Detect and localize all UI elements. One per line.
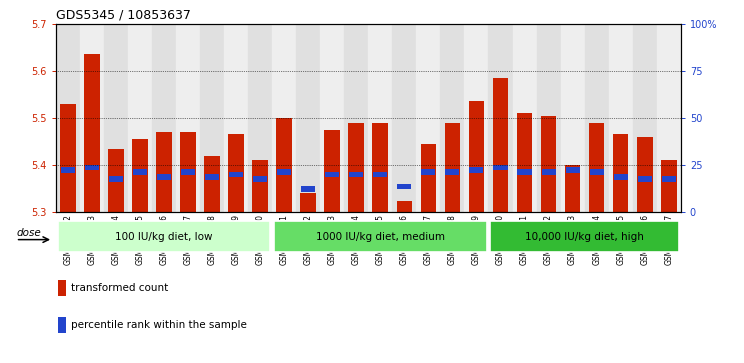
Bar [613, 135, 629, 212]
Bar [229, 172, 243, 178]
Bar [493, 78, 508, 212]
Text: 10,000 IU/kg diet, high: 10,000 IU/kg diet, high [525, 232, 644, 242]
Bar [421, 170, 435, 175]
Bar [637, 137, 652, 212]
Bar [565, 165, 580, 212]
Bar [57, 317, 66, 333]
Bar [320, 24, 344, 212]
FancyBboxPatch shape [58, 221, 270, 252]
Bar [152, 24, 176, 212]
Bar [325, 172, 339, 178]
Bar [632, 24, 657, 212]
Text: percentile rank within the sample: percentile rank within the sample [71, 319, 247, 330]
Bar [61, 167, 75, 173]
Bar [80, 24, 104, 212]
Bar [661, 176, 676, 182]
Bar [397, 184, 411, 189]
Bar [493, 165, 507, 170]
Bar [469, 101, 484, 212]
Bar [373, 123, 388, 212]
Bar [272, 24, 296, 212]
Bar [57, 280, 66, 296]
Bar [373, 172, 388, 178]
Bar [542, 170, 556, 175]
Bar [301, 193, 316, 212]
Text: GDS5345 / 10853637: GDS5345 / 10853637 [56, 8, 190, 21]
Bar [445, 123, 461, 212]
Bar [132, 139, 148, 212]
Bar [513, 24, 536, 212]
Bar [324, 130, 340, 212]
Bar [368, 24, 392, 212]
Bar [565, 167, 580, 173]
Bar [560, 24, 585, 212]
Bar [181, 170, 195, 175]
Bar [541, 116, 557, 212]
Text: 100 IU/kg diet, low: 100 IU/kg diet, low [115, 232, 213, 242]
Bar [446, 170, 460, 175]
Bar [638, 176, 652, 182]
Bar [205, 174, 219, 180]
Bar [157, 174, 171, 180]
Bar [224, 24, 248, 212]
Bar [657, 24, 681, 212]
Bar [417, 24, 440, 212]
Bar [420, 144, 436, 212]
Bar [85, 165, 99, 170]
Bar [661, 160, 676, 212]
Bar [609, 24, 632, 212]
Bar [60, 104, 76, 212]
Bar [252, 160, 268, 212]
Bar [156, 132, 172, 212]
Bar [204, 156, 220, 212]
Bar [277, 170, 291, 175]
Bar [589, 123, 604, 212]
Bar [397, 200, 412, 212]
Bar [536, 24, 560, 212]
Bar [200, 24, 224, 212]
Bar [585, 24, 609, 212]
Bar [469, 167, 484, 173]
Bar [348, 123, 364, 212]
Bar [349, 172, 363, 178]
Bar [128, 24, 152, 212]
Bar [392, 24, 417, 212]
Bar [56, 24, 80, 212]
Text: dose: dose [16, 228, 42, 238]
Bar [133, 170, 147, 175]
Bar [109, 176, 123, 182]
Text: 1000 IU/kg diet, medium: 1000 IU/kg diet, medium [315, 232, 445, 242]
FancyBboxPatch shape [274, 221, 487, 252]
Bar [248, 24, 272, 212]
Bar [276, 118, 292, 212]
FancyBboxPatch shape [490, 221, 679, 252]
Bar [176, 24, 200, 212]
Bar [296, 24, 320, 212]
Bar [228, 135, 244, 212]
Text: transformed count: transformed count [71, 283, 169, 293]
Bar [344, 24, 368, 212]
Bar [253, 176, 267, 182]
Bar [301, 186, 315, 192]
Bar [84, 54, 100, 212]
Bar [518, 170, 531, 175]
Bar [180, 132, 196, 212]
Bar [464, 24, 489, 212]
Bar [104, 24, 128, 212]
Bar [589, 170, 603, 175]
Bar [489, 24, 513, 212]
Bar [614, 174, 628, 180]
Bar [517, 113, 533, 212]
Bar [440, 24, 464, 212]
Bar [108, 149, 124, 212]
